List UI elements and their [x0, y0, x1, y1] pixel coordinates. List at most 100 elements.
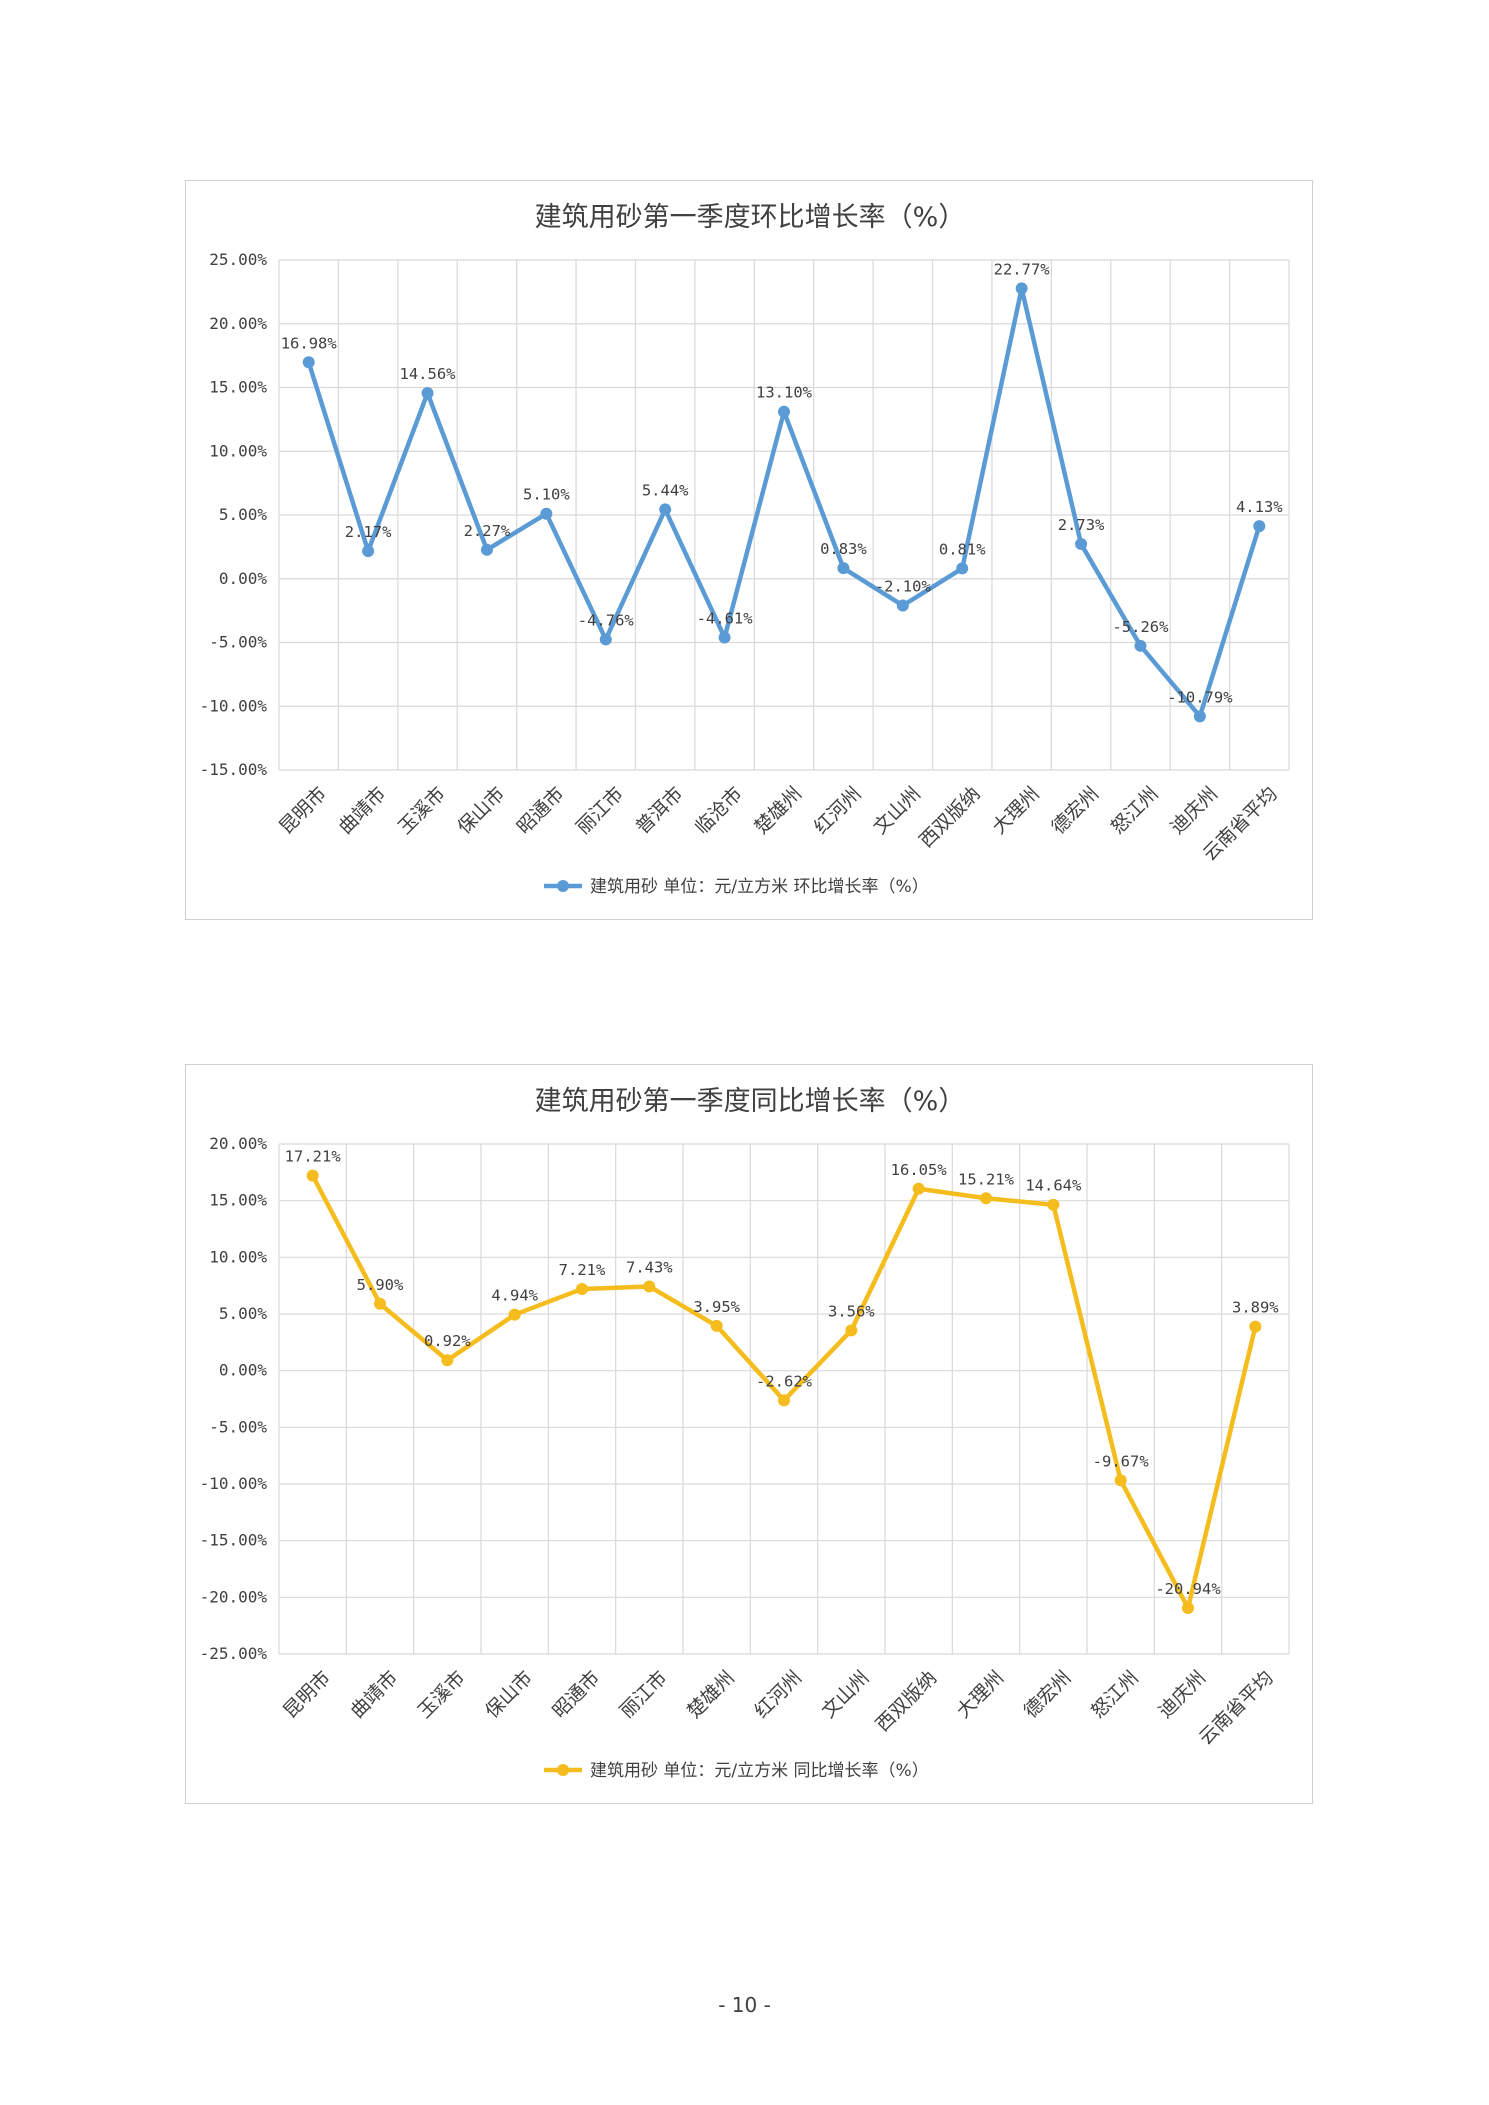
data-point [302, 356, 315, 369]
data-label: 17.21% [285, 1148, 342, 1166]
y-tick-label: 15.00% [209, 378, 267, 397]
data-label: -4.61% [697, 610, 754, 628]
data-point [837, 562, 850, 575]
data-point [362, 545, 375, 558]
y-tick-label: -5.00% [209, 633, 267, 652]
y-tick-label: 0.00% [219, 569, 268, 588]
legend-label: 建筑用砂 单位：元/立方米 环比增长率（%） [590, 877, 929, 897]
y-tick-label: 5.00% [219, 505, 268, 524]
x-tick-label: 德宏州 [1047, 783, 1103, 839]
x-tick-label: 文山州 [869, 783, 925, 839]
x-tick-label: 迪庆州 [1154, 1667, 1210, 1723]
data-label: 3.95% [693, 1298, 740, 1316]
data-point [441, 1354, 454, 1367]
data-point [576, 1282, 588, 1295]
legend-marker [557, 880, 569, 892]
chart-mom-svg: 建筑用砂第一季度环比增长率（%） 25.00% 20.00% 15.00% 10.00%… [200, 202, 1290, 897]
x-tick-label: 昆明市 [279, 1667, 335, 1723]
x-tick-label: 丽江市 [572, 783, 628, 839]
y-tick-label: -15.00% [200, 1531, 268, 1550]
data-label: 14.64% [1025, 1177, 1082, 1195]
data-label: -5.26% [1112, 618, 1169, 636]
data-label: 2.27% [464, 522, 511, 540]
data-point [306, 1169, 319, 1182]
y-tick-label: -15.00% [200, 760, 268, 779]
x-tick-label: 普洱市 [632, 783, 688, 839]
y-tick-label: -10.00% [200, 1474, 268, 1493]
data-label: 13.10% [756, 384, 813, 402]
data-label: 2.17% [345, 523, 392, 541]
data-label: 16.98% [281, 334, 338, 352]
data-label: 3.89% [1232, 1299, 1279, 1317]
y-tick-label: 20.00% [209, 1134, 267, 1153]
data-point [1253, 520, 1266, 533]
data-point [374, 1297, 386, 1310]
chart-mom-growth: 建筑用砂第一季度环比增长率（%） 25.00% 20.00% 15.00% 10.00%… [185, 180, 1313, 920]
y-tick-label: -25.00% [200, 1644, 268, 1663]
data-label: 14.56% [400, 365, 457, 383]
x-tick-label: 大理州 [988, 783, 1044, 839]
x-tick-label: 丽江市 [616, 1667, 672, 1723]
data-point [718, 631, 731, 644]
x-tick-label: 德宏州 [1020, 1667, 1076, 1723]
x-tick-label: 红河州 [750, 1667, 806, 1723]
x-tick-label: 西双版纳 [915, 783, 984, 852]
data-point [1182, 1601, 1194, 1614]
y-tick-label: 0.00% [219, 1361, 268, 1380]
x-tick-label: 昆明市 [275, 783, 331, 839]
page-number: - 10 - [718, 1993, 771, 2017]
data-point [599, 633, 612, 646]
data-label: 5.90% [357, 1276, 404, 1294]
data-label: 16.05% [891, 1161, 948, 1179]
legend-marker [557, 1764, 569, 1776]
data-point [421, 387, 434, 400]
data-label: 0.92% [424, 1332, 471, 1350]
data-point [778, 405, 790, 418]
legend-label: 建筑用砂 单位：元/立方米 同比增长率（%） [590, 1761, 929, 1781]
data-label: -9.67% [1093, 1452, 1150, 1470]
x-tick-label: 昭通市 [513, 783, 569, 839]
series-line [306, 286, 1262, 719]
x-tick-label: 玉溪市 [414, 1667, 470, 1723]
data-label: 4.94% [491, 1287, 538, 1305]
y-tick-label: -5.00% [209, 1417, 267, 1436]
y-tick-label: 15.00% [209, 1191, 267, 1210]
x-tick-label: 怒江州 [1107, 783, 1163, 839]
data-point [896, 599, 909, 612]
x-tick-label: 曲靖市 [335, 783, 391, 839]
data-label: -4.76% [578, 611, 635, 629]
x-tick-label: 文山州 [818, 1667, 874, 1723]
data-label: 3.56% [828, 1302, 875, 1320]
chart-title: 建筑用砂第一季度环比增长率（%） [535, 202, 966, 233]
data-point [1047, 1198, 1060, 1211]
data-point [1134, 639, 1147, 652]
x-tick-label: 云南省平均 [1195, 1667, 1278, 1750]
data-point [659, 503, 672, 516]
x-tick-label: 曲靖市 [346, 1667, 402, 1723]
data-label: 2.73% [1058, 516, 1105, 534]
data-label: -20.94% [1155, 1580, 1221, 1598]
x-tick-label: 楚雄州 [750, 783, 806, 839]
data-point [845, 1324, 858, 1337]
data-label: 15.21% [958, 1170, 1015, 1188]
data-point [1075, 537, 1088, 550]
x-tick-label: 红河州 [810, 783, 866, 839]
data-label: 0.83% [820, 540, 867, 558]
y-tick-label: 25.00% [209, 250, 267, 269]
chart-title: 建筑用砂第一季度同比增长率（%） [535, 1086, 966, 1117]
chart-yoy-svg: 建筑用砂第一季度同比增长率（%） 20.00% 15.00% 10.00% 5.00% 0… [200, 1086, 1290, 1781]
y-tick-label: 5.00% [219, 1304, 268, 1323]
x-tick-label: 大理州 [952, 1667, 1008, 1723]
x-tick-label: 西双版纳 [872, 1667, 941, 1736]
data-label: 4.13% [1236, 498, 1283, 516]
y-tick-label: 10.00% [209, 441, 267, 460]
data-point [980, 1192, 992, 1205]
chart-yoy-growth: 建筑用砂第一季度同比增长率（%） 20.00% 15.00% 10.00% 5.00% 0… [185, 1064, 1313, 1804]
data-point [1193, 710, 1206, 723]
data-label: 7.43% [626, 1258, 673, 1276]
data-point [1249, 1320, 1262, 1333]
y-tick-label: -10.00% [200, 696, 268, 715]
x-tick-label: 迪庆州 [1166, 783, 1222, 839]
data-point [778, 1394, 790, 1407]
x-tick-label: 怒江州 [1087, 1667, 1143, 1723]
